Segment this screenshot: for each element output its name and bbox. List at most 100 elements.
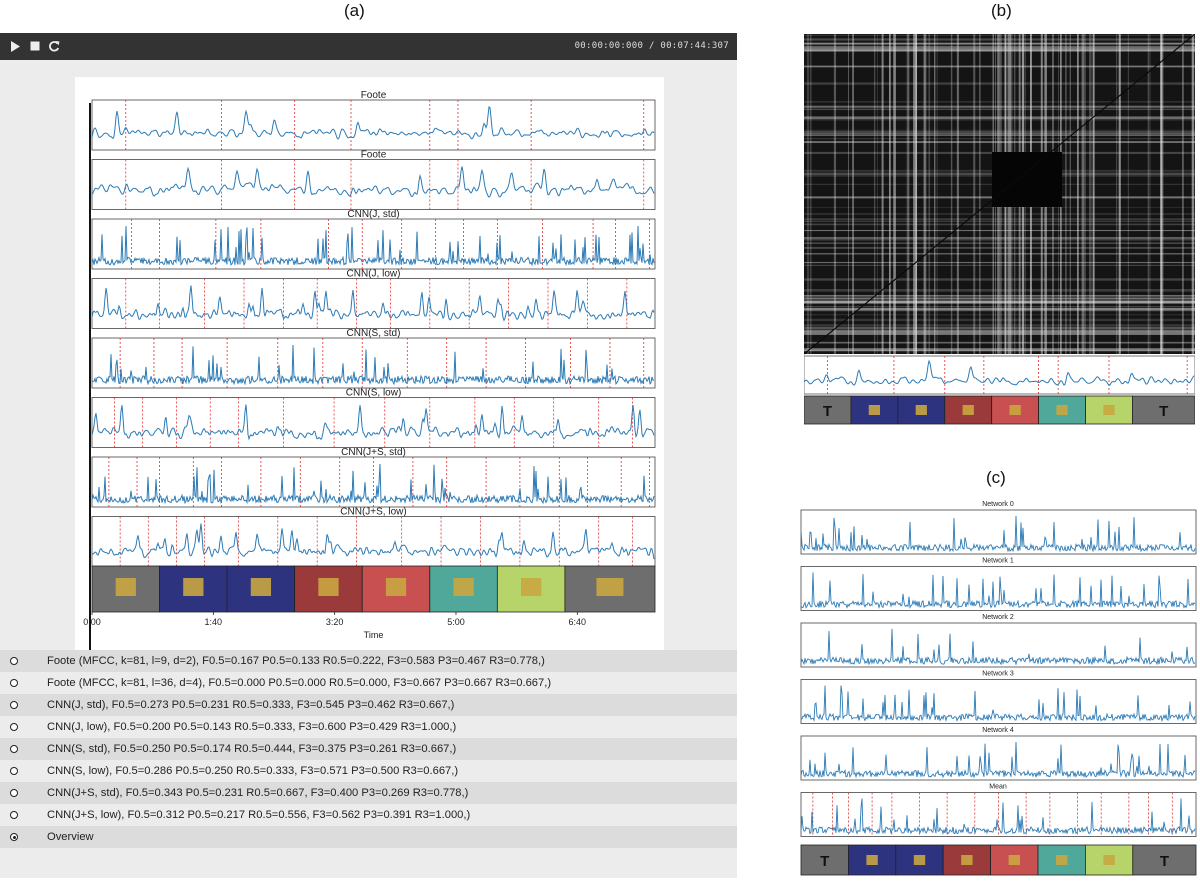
method-list-item[interactable]: CNN(J+S, std), F0.5=0.343 P0.5=0.231 R0.… (0, 782, 737, 804)
matrix-stripe (1092, 34, 1095, 354)
matrix-stripe (913, 34, 915, 354)
network-curve (800, 628, 1196, 666)
matrix-stripe (804, 38, 1195, 41)
annotation-segment (990, 844, 1039, 876)
radio-button[interactable] (10, 679, 18, 687)
radio-button[interactable] (10, 811, 18, 819)
stop-icon[interactable] (26, 33, 44, 60)
radio-button[interactable] (10, 723, 18, 731)
row-title: CNN(J+S, std) (341, 447, 406, 458)
method-label: Overview (47, 831, 94, 843)
annotation-segment (1132, 844, 1197, 876)
radio-button[interactable] (10, 701, 18, 709)
player-toolbar: 00:00:00:000 / 00:07:44:307 (0, 33, 737, 60)
matrix-stripe (906, 34, 909, 354)
network-row: Network 3 (800, 671, 1197, 724)
network-title: Network 2 (982, 614, 1014, 621)
method-label: CNN(J, low), F0.5=0.200 P0.5=0.143 R0.5=… (47, 721, 457, 733)
method-list: Foote (MFCC, k=81, l=9, d=2), F0.5=0.167… (0, 650, 737, 848)
matrix-stripe (1160, 34, 1162, 354)
network-curve (801, 685, 1196, 723)
method-list-item[interactable]: CNN(S, low), F0.5=0.286 P0.5=0.250 R0.5=… (0, 760, 737, 782)
network-frame (800, 566, 1197, 611)
network-title: Network 1 (982, 558, 1014, 565)
matrix-stripe (907, 34, 910, 354)
matrix-stripe (1069, 34, 1071, 354)
x-axis-label: Time (364, 630, 384, 640)
method-label: CNN(S, low), F0.5=0.286 P0.5=0.250 R0.5=… (47, 765, 459, 777)
radio-button[interactable] (10, 745, 18, 753)
matrix-stripe (804, 34, 1195, 37)
novelty-row: CNN(J, std) (91, 209, 656, 270)
play-icon[interactable] (6, 33, 24, 60)
instrument-icon (866, 855, 878, 865)
playback-cursor[interactable] (89, 103, 91, 675)
matrix-stripe (1147, 34, 1149, 354)
network-curve (800, 572, 1196, 609)
matrix-stripe (1084, 34, 1086, 354)
matrix-stripe (804, 46, 1195, 48)
instrument-icon (385, 578, 407, 596)
matrix-stripe (1127, 34, 1129, 354)
annotation-segment (800, 844, 849, 876)
novelty-row: CNN(J, low) (91, 269, 656, 329)
matrix-stripe (804, 252, 1195, 255)
novelty-curves-plot: Foote Foote CNN(J, std) CNN(J, low) CNN(S, s… (75, 77, 664, 674)
matrix-stripe (804, 327, 1195, 329)
matrix-stripe (804, 326, 1195, 329)
method-list-item[interactable]: Foote (MFCC, k=81, l=9, d=2), F0.5=0.167… (0, 650, 737, 672)
novelty-row: CNN(S, low) (91, 388, 656, 448)
matrix-stripe (915, 34, 918, 354)
matrix-stripe (928, 34, 931, 354)
network-row: Network 0 (800, 501, 1197, 555)
method-list-item[interactable]: CNN(J+S, low), F0.5=0.312 P0.5=0.217 R0.… (0, 804, 737, 826)
radio-selected[interactable] (10, 833, 18, 841)
annotation-segment (1132, 395, 1196, 425)
method-list-item[interactable]: Overview (0, 826, 737, 848)
network-frame (800, 622, 1197, 668)
matrix-diagonal (803, 33, 1196, 355)
instrument-icon (1008, 855, 1020, 865)
network-row: Mean (800, 784, 1197, 837)
method-list-item[interactable]: CNN(S, std), F0.5=0.250 P0.5=0.174 R0.5=… (0, 738, 737, 760)
time-readout: 00:00:00:000 / 00:07:44:307 (575, 33, 729, 60)
segment-label: T (820, 853, 829, 870)
novelty-curve (91, 285, 655, 322)
matrix-stripe (979, 34, 981, 354)
instrument-icon (1056, 855, 1068, 865)
matrix-stripe (833, 34, 837, 354)
radio-button[interactable] (10, 657, 18, 665)
matrix-stripe (804, 297, 1195, 300)
radio-button[interactable] (10, 767, 18, 775)
matrix-stripe (973, 34, 976, 354)
instrument-icon (913, 855, 926, 865)
method-list-item[interactable]: CNN(J, low), F0.5=0.200 P0.5=0.143 R0.5=… (0, 716, 737, 738)
method-label: Foote (MFCC, k=81, l=9, d=2), F0.5=0.167… (47, 655, 545, 667)
instrument-icon (183, 578, 204, 596)
method-list-item[interactable]: Foote (MFCC, k=81, l=36, d=4), F0.5=0.00… (0, 672, 737, 694)
matrix-stripe (1116, 34, 1118, 354)
network-title: Network 0 (982, 501, 1014, 508)
matrix-stripe (804, 324, 1195, 326)
row-title: CNN(S, std) (347, 328, 401, 339)
matrix-stripe (877, 34, 878, 354)
row-title: CNN(J+S, low) (340, 507, 406, 518)
method-label: CNN(J+S, low), F0.5=0.312 P0.5=0.217 R0.… (47, 809, 471, 821)
matrix-stripe (804, 308, 1195, 310)
caption-b: (b) (991, 1, 1012, 20)
instrument-icon (250, 578, 272, 596)
reload-icon[interactable] (45, 33, 63, 60)
radio-button[interactable] (10, 789, 18, 797)
novelty-curve (91, 166, 655, 198)
matrix-stripe (804, 132, 1195, 135)
matrix-stripe (804, 237, 1195, 239)
matrix-stripe (804, 223, 1195, 226)
matrix-stripe (804, 349, 1195, 351)
network-curve (800, 741, 1196, 779)
instrument-icon (1056, 405, 1068, 415)
matrix-stripe (804, 329, 1195, 332)
method-list-item[interactable]: CNN(J, std), F0.5=0.273 P0.5=0.231 R0.5=… (0, 694, 737, 716)
novelty-row: Foote (91, 150, 656, 210)
method-label: CNN(S, std), F0.5=0.250 P0.5=0.174 R0.5=… (47, 743, 457, 755)
matrix-stripe (848, 34, 849, 354)
